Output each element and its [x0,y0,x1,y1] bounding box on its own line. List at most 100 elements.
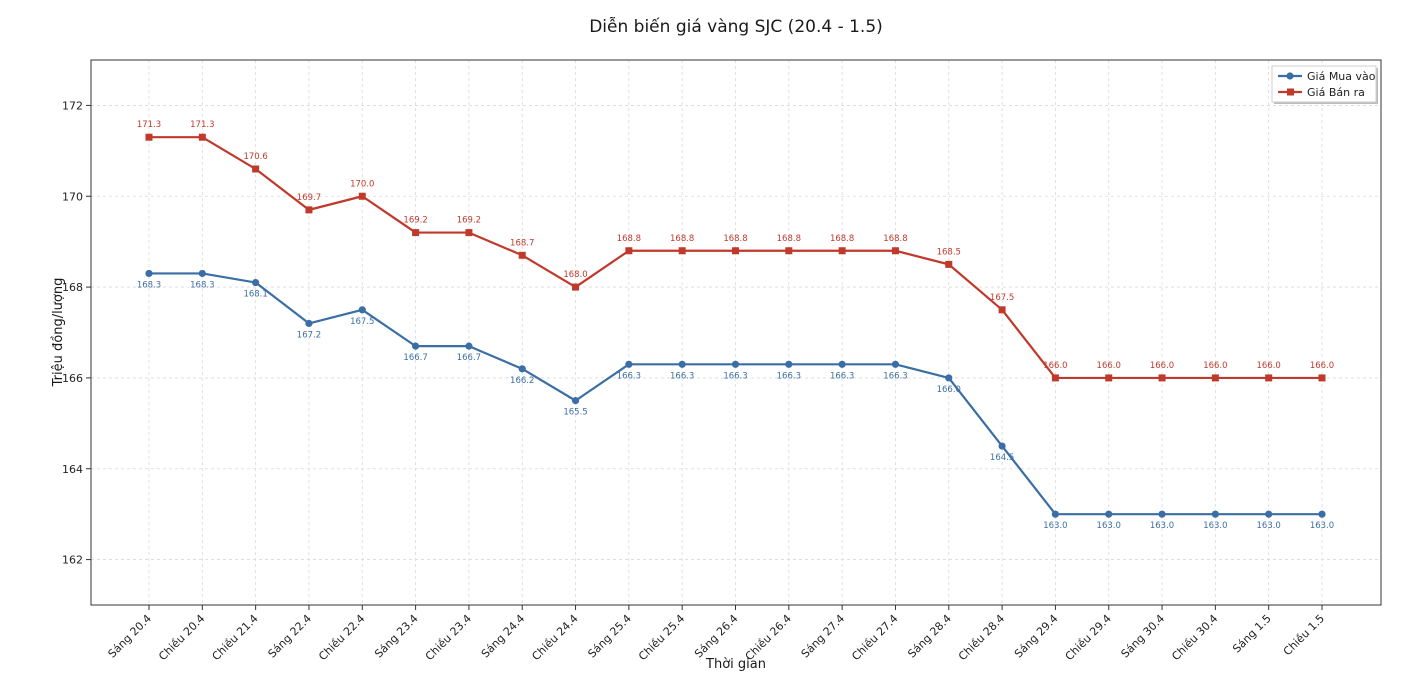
data-label-1: 168.8 [883,234,907,244]
data-point-1 [198,133,206,141]
chart-title: Diễn biến giá vàng SJC (20.4 - 1.5) [589,16,883,37]
x-tick-label: Chiều 24.4 [529,612,580,663]
data-label-1: 166.0 [1257,361,1281,371]
data-point-1 [1105,374,1113,382]
data-point-0 [945,374,953,382]
data-label-1: 170.6 [243,152,267,162]
legend: Giá Mua vào Giá Bán ra [1271,65,1378,104]
data-label-0: 168.3 [137,280,161,290]
data-point-0 [1105,510,1113,518]
data-point-0 [1318,510,1326,518]
data-point-0 [465,342,473,350]
data-point-0 [145,269,153,278]
data-label-0: 168.3 [190,280,214,290]
data-point-0 [625,360,633,368]
legend-box [1271,65,1377,103]
data-label-1: 171.3 [137,120,161,130]
data-label-0: 163.0 [1150,521,1174,531]
data-label-1: 168.7 [510,238,534,248]
x-tick-label: Chiều 28.4 [956,612,1007,663]
data-label-1: 168.8 [670,234,694,244]
data-point-0 [1158,510,1166,518]
plot-frame [90,59,1382,606]
legend-marker-0 [1286,72,1294,80]
data-label-1: 168.8 [617,234,641,244]
x-tick-label: Sáng 23.4 [372,612,421,661]
data-label-0: 166.3 [777,371,801,381]
data-point-0 [1051,510,1060,518]
data-label-1: 168.8 [830,234,854,244]
data-label-0: 164.5 [990,453,1014,463]
x-axis-label: Thời gian [705,657,766,672]
data-label-1: 166.0 [1310,361,1334,371]
x-tick-label: Chiều 21.4 [210,612,261,663]
legend-marker-1 [1287,88,1294,96]
data-label-1: 169.2 [457,216,481,226]
data-label-0: 166.3 [830,371,854,381]
grid-lines [91,60,1381,605]
data-point-1 [412,229,420,237]
data-point-1 [145,133,153,141]
x-tick-label: Sáng 30.4 [1119,612,1168,661]
data-point-1 [358,192,366,200]
x-tick-label: Sáng 1.5 [1230,612,1274,656]
data-label-1: 171.3 [190,120,214,130]
data-point-1 [732,247,739,255]
y-tick-label: 164 [62,463,83,476]
data-point-1 [465,229,473,237]
data-point-1 [838,247,846,255]
data-point-1 [252,165,260,173]
data-label-0: 167.2 [297,330,321,340]
data-label-1: 168.8 [777,234,801,244]
data-label-1: 166.0 [1097,361,1121,371]
data-point-1 [1211,374,1219,382]
data-label-0: 166.3 [617,371,641,381]
data-point-1 [305,206,313,214]
x-tick-label: Sáng 26.4 [692,612,741,661]
data-label-1: 168.8 [723,234,747,244]
data-point-0 [198,269,206,278]
data-point-1 [785,247,793,255]
x-tick-label: Sáng 20.4 [106,612,155,661]
data-label-1: 168.0 [563,270,587,280]
series-layer [145,133,1326,518]
x-tick-label: Chiều 30.4 [1169,612,1220,663]
data-label-1: 166.0 [1043,361,1067,371]
data-label-0: 165.5 [563,408,587,418]
data-label-0: 168.1 [243,290,267,300]
x-tick-label: Sáng 25.4 [585,612,634,661]
data-label-0: 163.0 [1097,521,1121,531]
x-tick-label: Sáng 29.4 [1012,612,1061,661]
data-label-0: 166.2 [510,376,534,386]
data-point-0 [1265,510,1273,518]
data-label-0: 166.0 [937,385,961,395]
x-tick-label: Sáng 27.4 [799,612,848,661]
data-label-1: 168.5 [937,247,961,257]
data-point-0 [411,342,420,350]
data-point-1 [1265,374,1273,382]
x-tick-label: Sáng 22.4 [266,612,315,661]
y-tick-label: 172 [62,99,83,112]
data-point-1 [572,283,580,291]
data-point-1 [891,247,899,255]
data-point-0 [785,360,793,368]
data-point-0 [252,278,260,287]
x-tick-label: Chiều 25.4 [636,612,687,663]
data-label-0: 163.0 [1203,521,1227,531]
y-tick-label: 168 [62,281,83,294]
data-label-0: 167.5 [350,317,374,327]
data-point-1 [518,251,526,259]
y-tick-label: 162 [62,554,83,567]
data-label-0: 166.3 [723,371,747,381]
y-tick-label: 166 [62,372,83,385]
data-label-0: 163.0 [1310,521,1334,531]
data-point-0 [731,360,740,368]
data-point-0 [1211,510,1219,518]
y-axis-label: Triệu đồng/lượng [51,278,66,388]
data-point-0 [358,306,366,314]
legend-label-0: Giá Mua vào [1307,70,1376,83]
data-point-1 [1051,374,1059,382]
data-label-0: 163.0 [1043,521,1067,531]
data-point-0 [838,360,846,368]
